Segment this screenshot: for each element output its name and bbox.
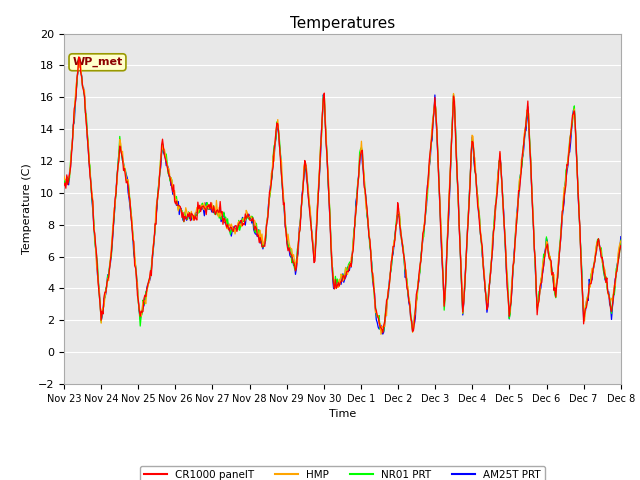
Y-axis label: Temperature (C): Temperature (C) bbox=[22, 163, 32, 254]
Legend: CR1000 panelT, HMP, NR01 PRT, AM25T PRT: CR1000 panelT, HMP, NR01 PRT, AM25T PRT bbox=[140, 466, 545, 480]
Title: Temperatures: Temperatures bbox=[290, 16, 395, 31]
Text: WP_met: WP_met bbox=[72, 57, 123, 67]
X-axis label: Time: Time bbox=[329, 409, 356, 419]
